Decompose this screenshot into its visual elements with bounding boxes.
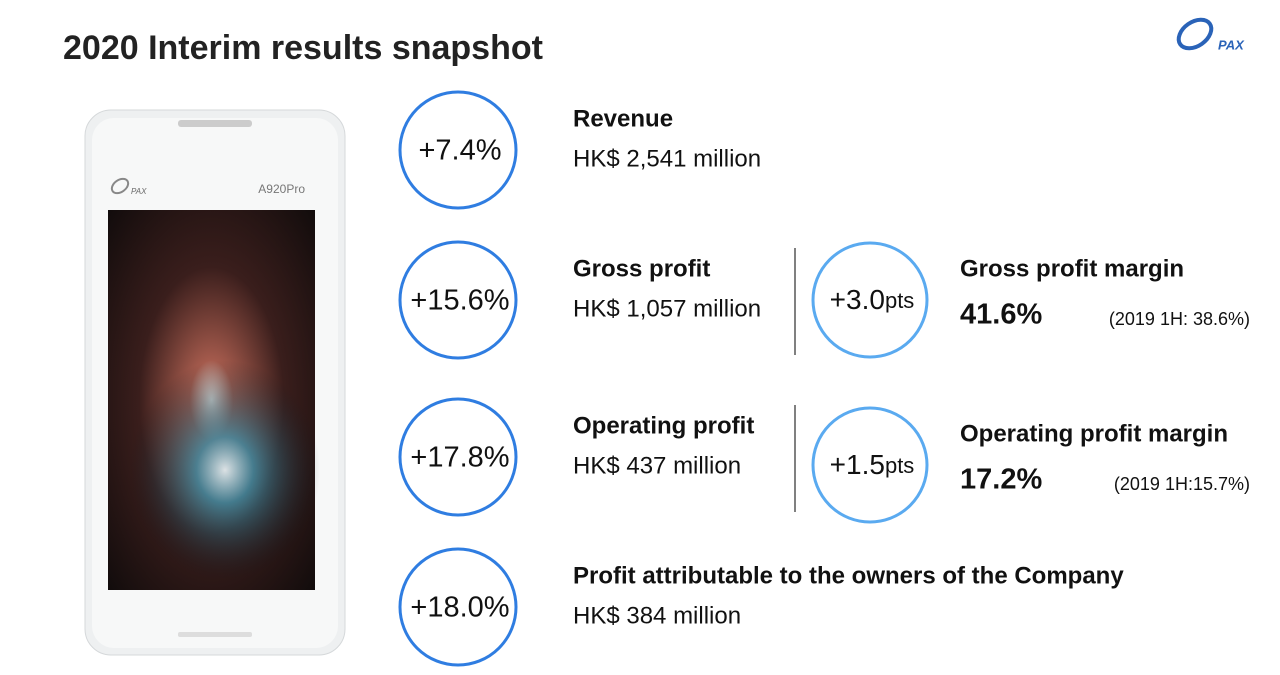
change: +17.8% (410, 442, 509, 474)
logo: PAX (1176, 17, 1245, 52)
margin-label: Gross profit margin (960, 255, 1184, 282)
metric-value: HK$ 2,541 million (573, 145, 761, 172)
title: 2020 Interim results snapshot (63, 29, 543, 67)
change-circle (811, 241, 929, 359)
device: PAX A920Pro (84, 109, 346, 656)
metric-value: HK$ 437 million (573, 452, 741, 479)
margin-note: (2019 1H: 38.6%) (1109, 309, 1250, 329)
change: +3.0pts (830, 284, 915, 315)
change-value: +1.5 (830, 449, 885, 480)
change-unit: pts (885, 453, 914, 478)
device-brand: PAX (131, 187, 147, 196)
logo-text: PAX (1218, 37, 1245, 52)
change-circle (398, 90, 518, 210)
margin-note: (2019 1H:15.7%) (1114, 474, 1250, 494)
metric-label: Revenue (573, 105, 673, 132)
change: +1.5pts (830, 449, 915, 480)
change-circle (398, 547, 518, 667)
margin-label: Operating profit margin (960, 420, 1228, 447)
change-value: +3.0 (830, 284, 885, 315)
metric-value: HK$ 384 million (573, 602, 741, 629)
metric-label: Gross profit (573, 255, 710, 282)
margin-value: 17.2% (960, 464, 1042, 496)
device-model: A920Pro (258, 182, 305, 196)
metric-value: HK$ 1,057 million (573, 295, 761, 322)
change-circle (398, 397, 518, 517)
change: +7.4% (418, 135, 501, 167)
change: +18.0% (410, 592, 509, 624)
change-unit: pts (885, 288, 914, 313)
change-circle (811, 406, 929, 524)
change-circle (398, 240, 518, 360)
change: +15.6% (410, 285, 509, 317)
metric-label: Operating profit (573, 412, 754, 439)
margin-value: 41.6% (960, 299, 1042, 331)
metric-label: Profit attributable to the owners of the… (573, 562, 1124, 589)
